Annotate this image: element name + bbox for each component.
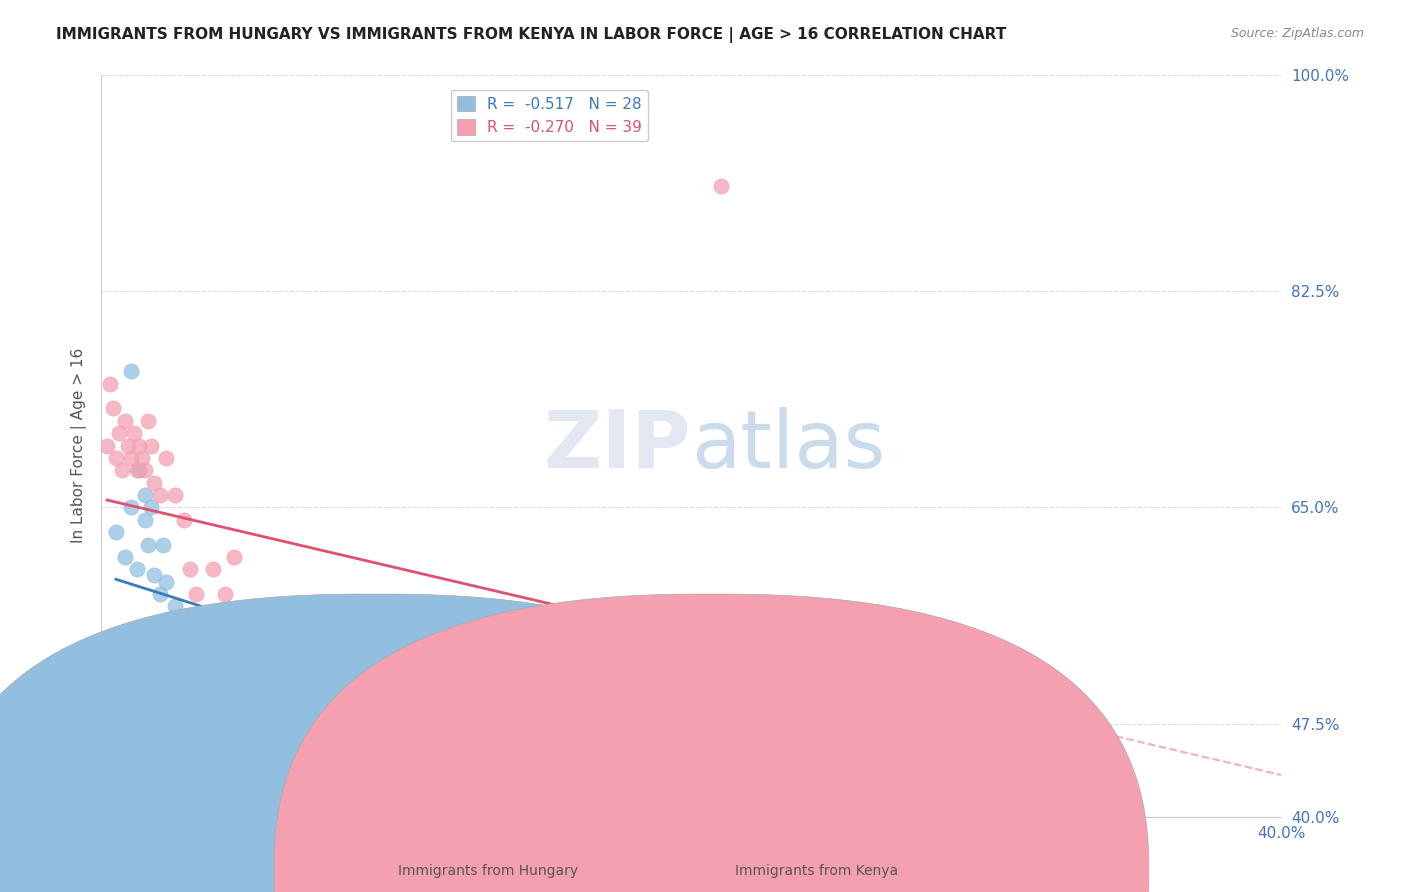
- Point: [108, 426, 131, 441]
- Point: [120, 450, 142, 465]
- Point: [114, 414, 136, 428]
- Point: [163, 599, 186, 614]
- Point: [134, 488, 156, 502]
- Point: [193, 624, 215, 638]
- Point: [222, 686, 245, 700]
- Point: [125, 463, 148, 477]
- Point: [281, 698, 304, 713]
- Point: [122, 426, 145, 441]
- Point: [111, 463, 134, 477]
- Point: [155, 450, 177, 465]
- Point: [155, 574, 177, 589]
- Point: [104, 450, 127, 465]
- Point: [104, 525, 127, 540]
- Point: [184, 587, 207, 601]
- Point: [281, 648, 304, 663]
- Point: [252, 612, 274, 626]
- Point: [98, 376, 121, 391]
- Point: [136, 414, 159, 428]
- Point: [143, 475, 166, 490]
- Point: [125, 562, 148, 576]
- Point: [149, 488, 172, 502]
- Point: [160, 618, 183, 632]
- Text: Immigrants from Hungary: Immigrants from Hungary: [398, 864, 578, 879]
- Point: [740, 686, 762, 700]
- Text: ZIP: ZIP: [544, 407, 692, 484]
- Point: [222, 549, 245, 564]
- Point: [179, 698, 201, 713]
- Point: [326, 711, 349, 725]
- Point: [117, 439, 139, 453]
- Point: [173, 513, 195, 527]
- Point: [710, 178, 733, 193]
- Point: [128, 439, 150, 453]
- Point: [128, 463, 150, 477]
- Point: [291, 673, 314, 688]
- Point: [179, 562, 201, 576]
- Point: [238, 612, 260, 626]
- Point: [238, 711, 260, 725]
- Text: Immigrants from Kenya: Immigrants from Kenya: [735, 864, 898, 879]
- Point: [152, 537, 174, 551]
- Point: [208, 661, 231, 675]
- Point: [297, 673, 319, 688]
- Text: atlas: atlas: [692, 407, 886, 484]
- Point: [101, 401, 124, 416]
- Point: [143, 568, 166, 582]
- Point: [173, 612, 195, 626]
- Point: [114, 549, 136, 564]
- Point: [202, 562, 225, 576]
- Point: [141, 439, 163, 453]
- Point: [131, 450, 153, 465]
- Y-axis label: In Labor Force | Age > 16: In Labor Force | Age > 16: [72, 348, 87, 543]
- Point: [297, 698, 319, 713]
- Point: [184, 716, 207, 731]
- Point: [311, 673, 333, 688]
- Point: [326, 772, 349, 787]
- Text: Source: ZipAtlas.com: Source: ZipAtlas.com: [1230, 27, 1364, 40]
- Text: IMMIGRANTS FROM HUNGARY VS IMMIGRANTS FROM KENYA IN LABOR FORCE | AGE > 16 CORRE: IMMIGRANTS FROM HUNGARY VS IMMIGRANTS FR…: [56, 27, 1007, 43]
- Point: [141, 500, 163, 515]
- Point: [208, 612, 231, 626]
- Point: [163, 488, 186, 502]
- Point: [267, 735, 290, 749]
- Point: [136, 537, 159, 551]
- Point: [149, 587, 172, 601]
- Point: [134, 513, 156, 527]
- Point: [96, 439, 118, 453]
- Point: [134, 463, 156, 477]
- Point: [724, 698, 747, 713]
- Point: [1092, 779, 1115, 793]
- Point: [214, 587, 236, 601]
- Point: [120, 364, 142, 378]
- Point: [120, 500, 142, 515]
- Point: [267, 698, 290, 713]
- Legend: R =  -0.517   N = 28, R =  -0.270   N = 39: R = -0.517 N = 28, R = -0.270 N = 39: [451, 89, 648, 142]
- Point: [193, 711, 215, 725]
